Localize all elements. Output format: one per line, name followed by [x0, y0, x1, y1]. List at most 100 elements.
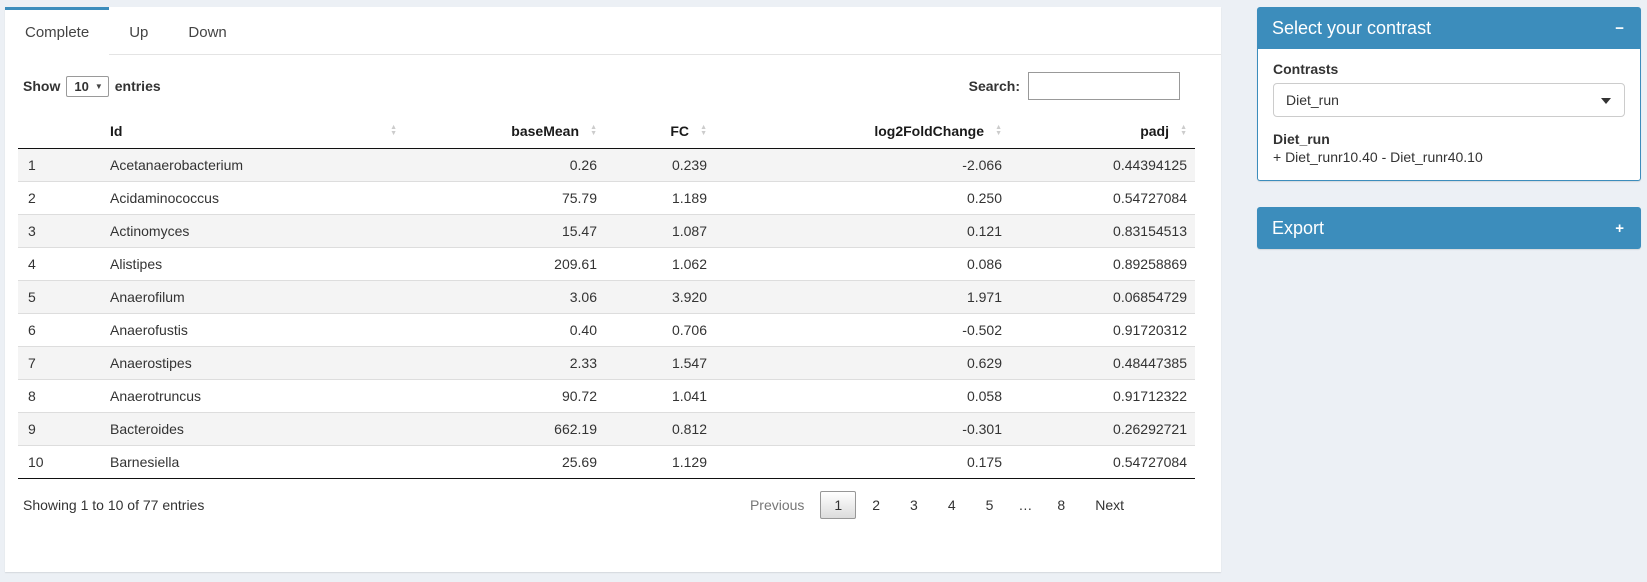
table-header-row: Id ▲ ▼ baseMean ▲ ▼ FC ▲ ▼ log2FoldChange ▲ ▼ pa…	[18, 114, 1195, 149]
pagination-page-3[interactable]: 3	[910, 497, 918, 513]
row-index: 1	[18, 148, 100, 182]
row-index: 5	[18, 280, 100, 314]
cell-id: Anaerofustis	[100, 313, 405, 347]
cell-basemean: 0.26	[405, 148, 605, 182]
table-row: 8 Anaerotruncus 90.72 1.041 0.058 0.91712322	[18, 379, 1195, 413]
select-arrow-icon: ▼	[94, 81, 103, 91]
cell-log2foldchange: 0.629	[715, 346, 1010, 380]
row-index: 4	[18, 247, 100, 281]
results-table: Id ▲ ▼ baseMean ▲ ▼ FC ▲ ▼ log2FoldChange ▲ ▼ pa…	[18, 114, 1195, 479]
column-header-rownum	[18, 114, 100, 149]
column-header-basemean[interactable]: baseMean ▲ ▼	[405, 114, 605, 149]
sort-icon: ▲ ▼	[390, 124, 397, 137]
show-label: Show	[23, 78, 61, 94]
sort-icon: ▲ ▼	[700, 124, 707, 137]
column-header-fc[interactable]: FC ▲ ▼	[605, 114, 715, 149]
cell-fc: 1.087	[605, 214, 715, 248]
contrasts-label: Contrasts	[1273, 61, 1339, 77]
pagination-page-8[interactable]: 8	[1057, 497, 1066, 513]
cell-padj: 0.06854729	[1010, 280, 1195, 314]
pagination-previous-button[interactable]: Previous	[749, 497, 805, 513]
cell-fc: 3.920	[605, 280, 715, 314]
entries-label: entries	[114, 78, 161, 94]
tab-complete[interactable]: Complete	[5, 7, 110, 55]
cell-padj: 0.91712322	[1010, 379, 1195, 413]
row-index: 7	[18, 346, 100, 380]
cell-basemean: 25.69	[405, 445, 605, 479]
search-control: Search:	[969, 72, 1180, 100]
table-row: 1 Acetanaerobacterium 0.26 0.239 -2.066 0.443…	[18, 148, 1195, 182]
contrast-panel-title: Select your contrast	[1272, 17, 1432, 38]
table-row: 4 Alistipes 209.61 1.062 0.086 0.89258869	[18, 247, 1195, 281]
export-panel-header: Export +	[1257, 207, 1641, 249]
cell-fc: 1.189	[605, 181, 715, 215]
column-header-label: padj	[1140, 123, 1169, 139]
pagination: Previous 1 2 3 4 5 … 8 Next	[734, 491, 1138, 519]
cell-basemean: 90.72	[405, 379, 605, 413]
pagination-page-5[interactable]: 5	[985, 497, 994, 513]
cell-padj: 0.89258869	[1010, 247, 1195, 281]
expand-plus-icon[interactable]: +	[1615, 219, 1624, 237]
contrast-panel: Select your contrast − Contrasts Diet_ru…	[1257, 7, 1641, 181]
cell-log2foldchange: 0.121	[715, 214, 1010, 248]
cell-log2foldchange: -0.301	[715, 412, 1010, 446]
contrast-select[interactable]: Diet_run	[1273, 83, 1625, 117]
cell-fc: 1.062	[605, 247, 715, 281]
entries-select[interactable]: 10 ▼	[66, 75, 109, 97]
cell-id: Acetanaerobacterium	[100, 148, 405, 182]
cell-id: Anaerofilum	[100, 280, 405, 314]
cell-id: Bacteroides	[100, 412, 405, 446]
entries-select-value: 10	[74, 78, 89, 94]
cell-fc: 0.812	[605, 412, 715, 446]
cell-basemean: 0.40	[405, 313, 605, 347]
cell-log2foldchange: 0.175	[715, 445, 1010, 479]
search-label: Search:	[968, 78, 1020, 94]
tab-up[interactable]: Up	[129, 23, 149, 41]
search-input[interactable]	[1028, 72, 1180, 100]
pagination-page-2[interactable]: 2	[872, 497, 881, 513]
cell-padj: 0.26292721	[1010, 412, 1195, 446]
table-row: 6 Anaerofustis 0.40 0.706 -0.502 0.91720312	[18, 313, 1195, 347]
column-header-log2foldchange[interactable]: log2FoldChange ▲ ▼	[715, 114, 1010, 149]
cell-id: Acidaminococcus	[100, 181, 405, 215]
entries-length-control: Show 10 ▼ entries	[23, 75, 161, 97]
cell-log2foldchange: -2.066	[715, 148, 1010, 182]
cell-id: Anaerostipes	[100, 346, 405, 380]
row-index: 2	[18, 181, 100, 215]
export-panel: Export +	[1257, 207, 1641, 249]
row-index: 3	[18, 214, 100, 248]
tab-down[interactable]: Down	[188, 23, 227, 41]
cell-fc: 0.706	[605, 313, 715, 347]
cell-id: Barnesiella	[100, 445, 405, 479]
pagination-page-1[interactable]: 1	[820, 491, 857, 519]
table-row: 2 Acidaminococcus 75.79 1.189 0.250 0.5472708…	[18, 181, 1195, 215]
table-row: 5 Anaerofilum 3.06 3.920 1.971 0.06854729	[18, 280, 1195, 314]
column-header-id[interactable]: Id ▲ ▼	[100, 114, 405, 149]
collapse-minus-icon[interactable]: −	[1615, 19, 1624, 37]
pagination-page-4[interactable]: 4	[947, 497, 956, 513]
cell-basemean: 3.06	[405, 280, 605, 314]
cell-fc: 1.129	[605, 445, 715, 479]
row-index: 6	[18, 313, 100, 347]
cell-basemean: 2.33	[405, 346, 605, 380]
cell-fc: 0.239	[605, 148, 715, 182]
row-index: 10	[18, 445, 100, 479]
table-row: 9 Bacteroides 662.19 0.812 -0.301 0.26292721	[18, 412, 1195, 446]
cell-log2foldchange: 0.086	[715, 247, 1010, 281]
sort-icon: ▲ ▼	[1180, 124, 1187, 137]
sort-icon: ▲ ▼	[590, 124, 597, 137]
contrast-formula: + Diet_runr10.40 - Diet_runr40.10	[1273, 149, 1483, 165]
cell-padj: 0.91720312	[1010, 313, 1195, 347]
contrast-name: Diet_run	[1273, 131, 1330, 147]
table-row: 10 Barnesiella 25.69 1.129 0.175 0.54727084	[18, 445, 1195, 479]
cell-fc: 1.041	[605, 379, 715, 413]
table-body: 1 Acetanaerobacterium 0.26 0.239 -2.066 0.443…	[18, 148, 1195, 479]
cell-basemean: 662.19	[405, 412, 605, 446]
cell-padj: 0.44394125	[1010, 148, 1195, 182]
table-row: 7 Anaerostipes 2.33 1.547 0.629 0.48447385	[18, 346, 1195, 380]
cell-padj: 0.54727084	[1010, 181, 1195, 215]
results-tab-box: Complete Up Down Show 10 ▼ entries Searc…	[5, 7, 1221, 572]
pagination-next-button[interactable]: Next	[1095, 497, 1124, 513]
cell-log2foldchange: -0.502	[715, 313, 1010, 347]
column-header-padj[interactable]: padj ▲ ▼	[1010, 114, 1195, 149]
